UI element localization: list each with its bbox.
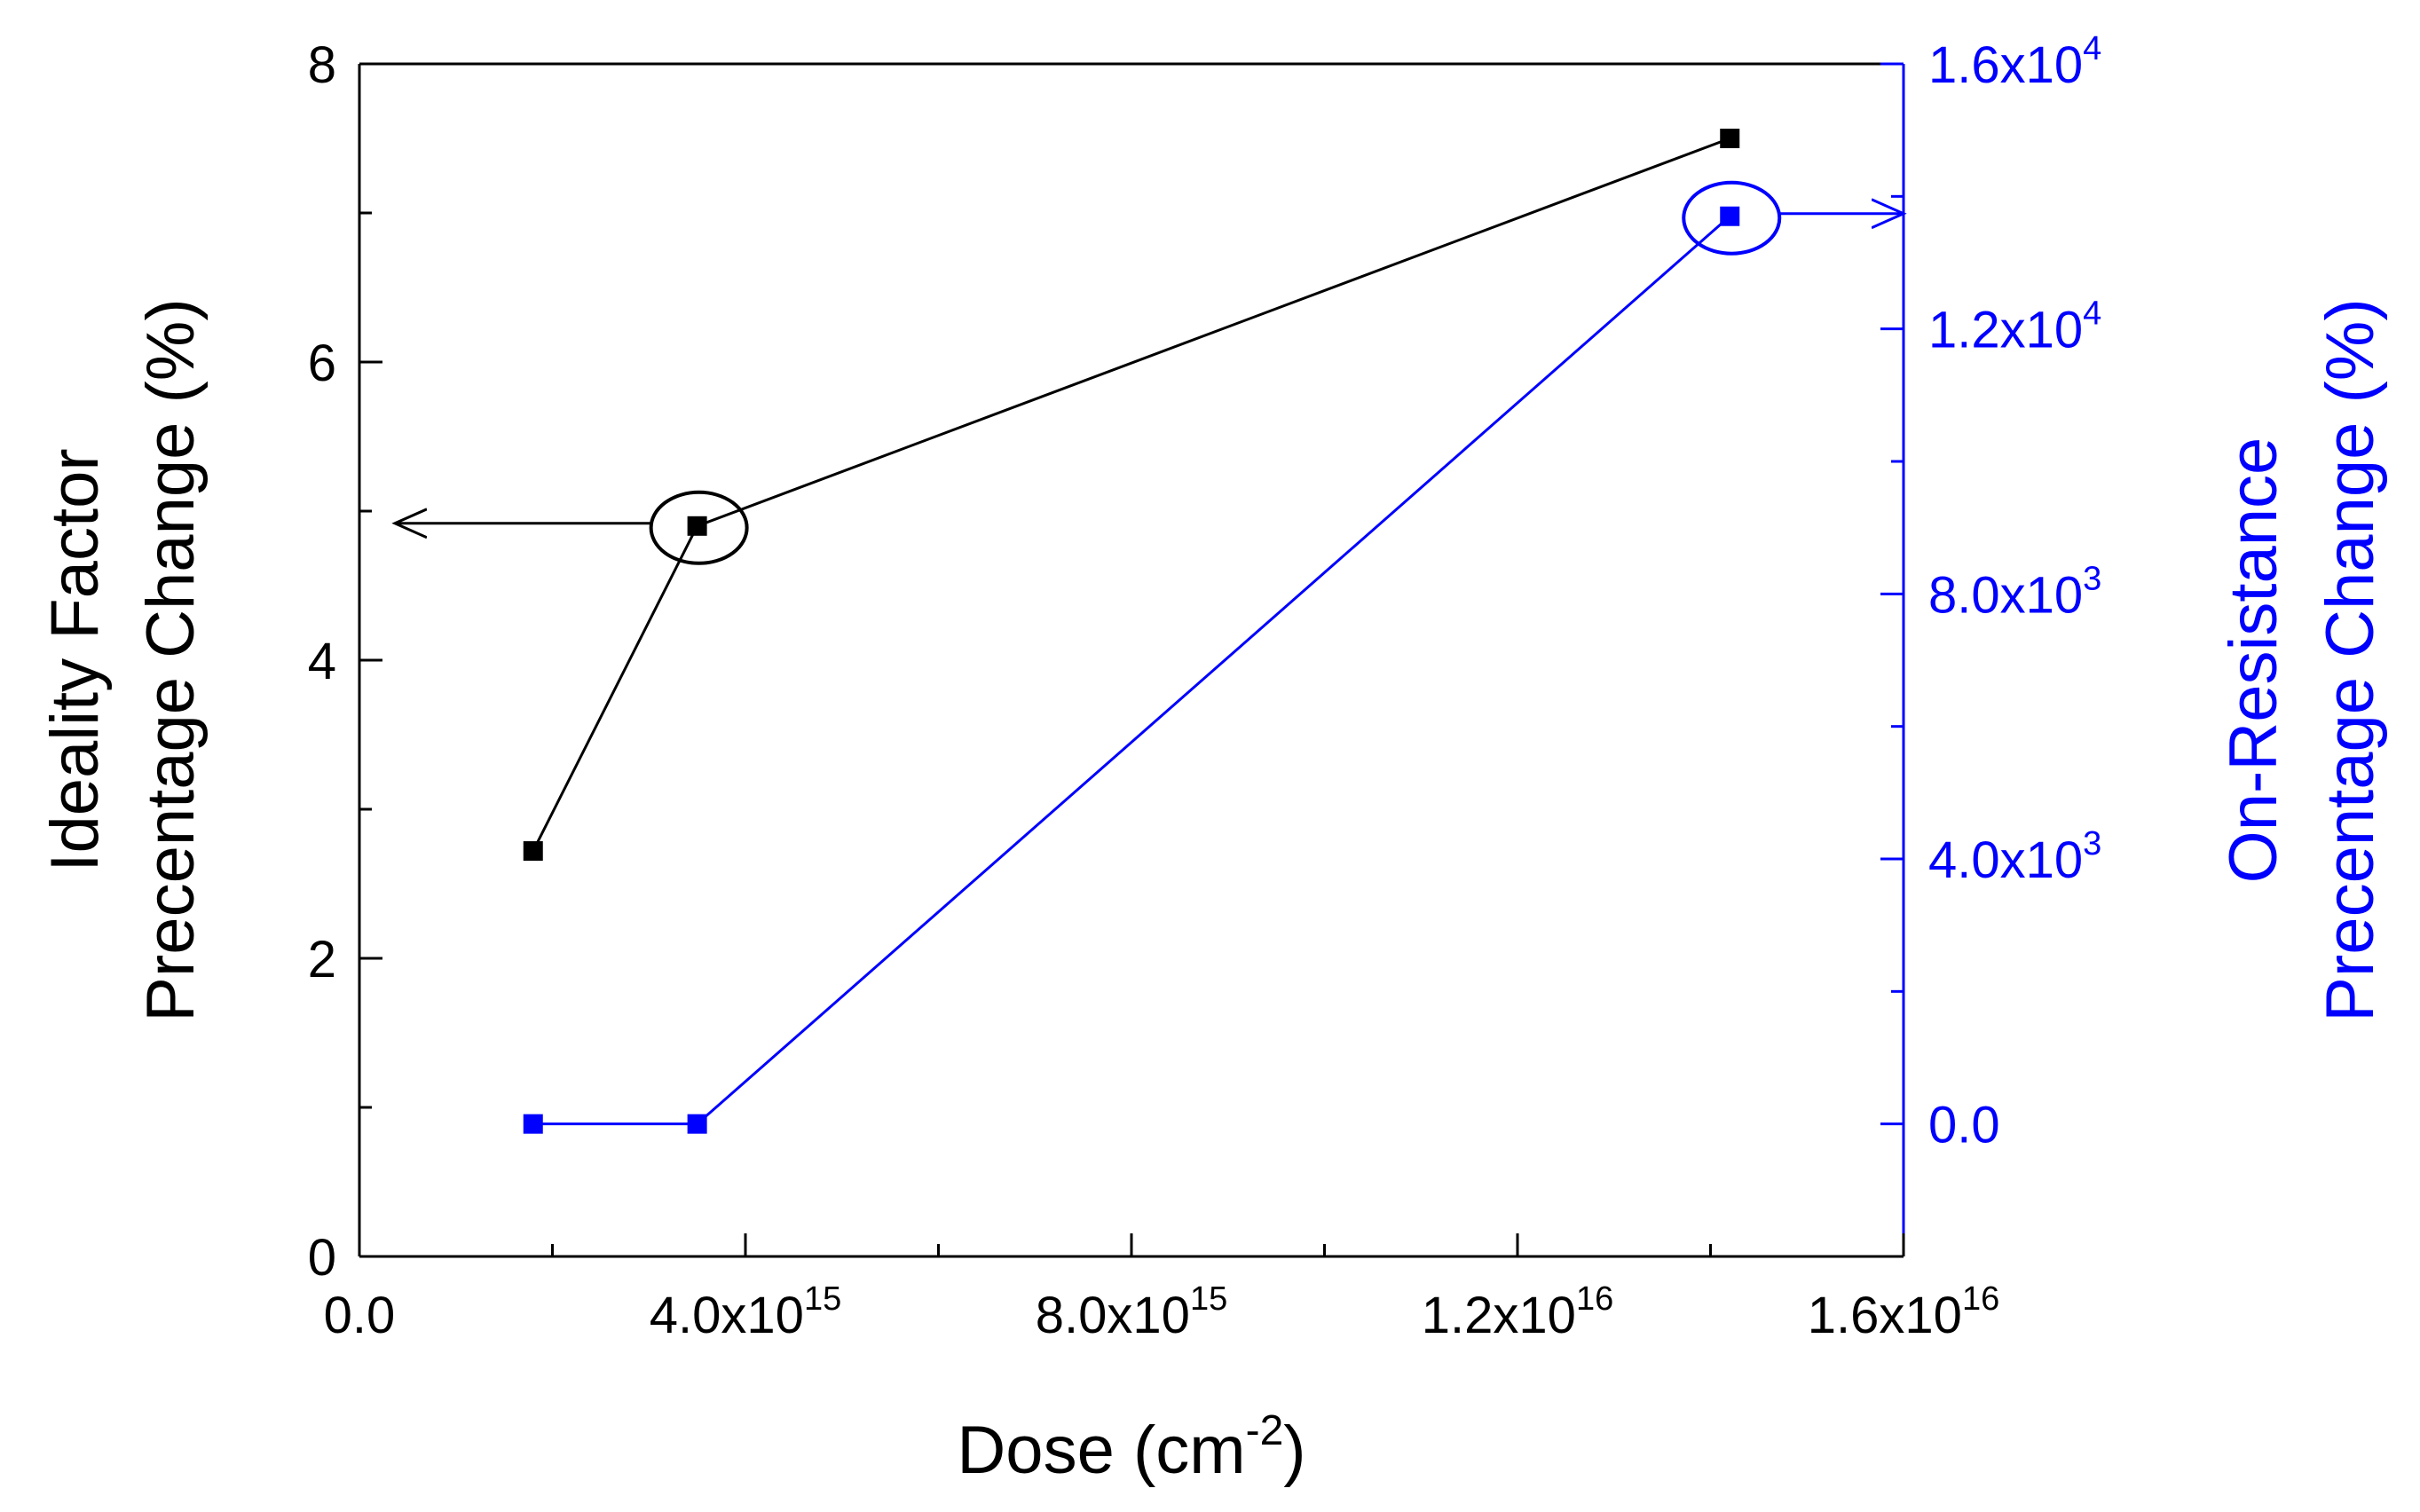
y-right-tick-label: 4.0x103 (1928, 825, 2101, 889)
x-tick-label: 1.6x1016 (1808, 1280, 1999, 1344)
x-tick-label: 4.0x1015 (650, 1280, 841, 1344)
data-point-right (1720, 206, 1740, 226)
data-point-left (1720, 129, 1740, 148)
axis-indicator-ellipse (649, 490, 749, 565)
series-line-right (532, 215, 1731, 1126)
axis-indicator-ellipse (1682, 180, 1782, 256)
y-right-tick-label: 0.0 (1928, 1097, 2000, 1154)
y-left-tick-label: 2 (308, 931, 336, 988)
x-tick-label: 8.0x1015 (1036, 1280, 1227, 1344)
data-point-left (687, 516, 707, 536)
y-right-axis-title-line: On-Resistance (2216, 437, 2291, 884)
data-point-right (523, 1114, 543, 1134)
x-axis-title: Dose (cm-2) (957, 1407, 1305, 1488)
y-left-axis-title-line: Precentage Change (%) (133, 298, 209, 1021)
y-left-axis-title-line: Ideality Factor (37, 448, 113, 871)
y-right-tick-label: 8.0x103 (1928, 560, 2101, 624)
labels-layer: 0.0 4.0x1015 8.0x1015 1.2x1016 1.6x1016 0 2 4 6 8… (37, 30, 2388, 1488)
y-left-tick-label: 8 (308, 36, 336, 94)
y-left-tick-label: 6 (308, 335, 336, 392)
y-left-tick-label: 0 (308, 1229, 336, 1287)
axes-layer (358, 62, 1905, 1258)
data-layer (395, 129, 1904, 1134)
x-tick-label: 1.2x1016 (1422, 1280, 1613, 1344)
y-right-tick-label: 1.2x104 (1928, 295, 2101, 359)
y-right-tick-label: 1.6x104 (1928, 30, 2101, 94)
x-tick-label: 0.0 (324, 1287, 396, 1344)
data-point-left (523, 841, 543, 862)
y-right-axis-title-line: Precentage Change (%) (2313, 298, 2388, 1021)
data-point-right (687, 1114, 707, 1134)
y-left-tick-label: 4 (308, 633, 336, 690)
